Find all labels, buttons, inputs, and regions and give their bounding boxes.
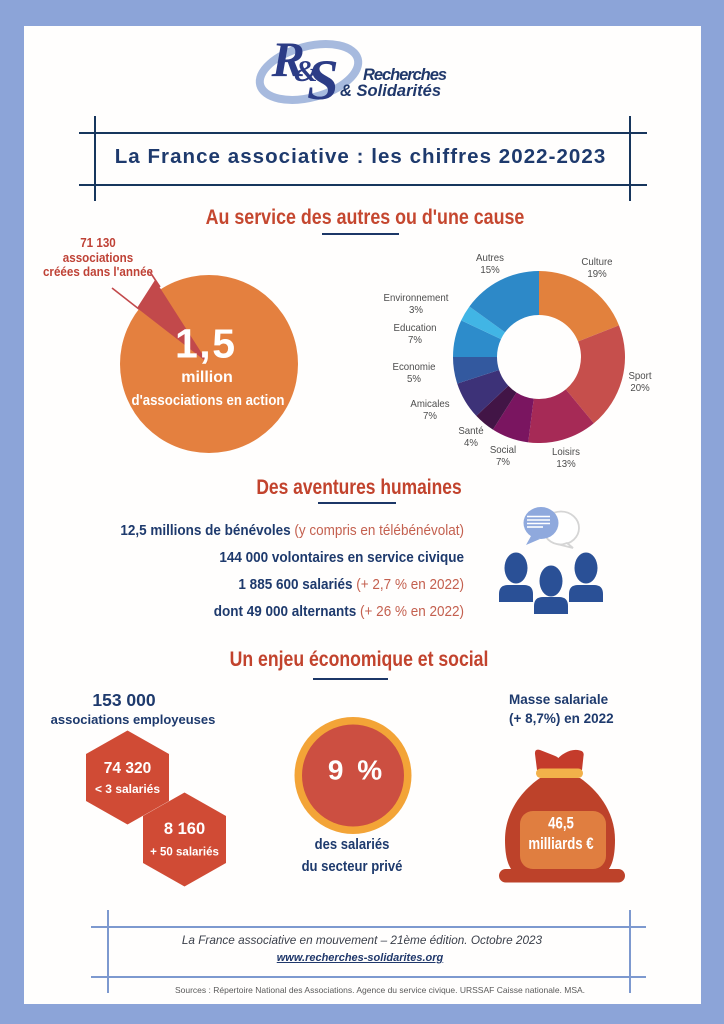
svg-text:d'associations en action: d'associations en action bbox=[132, 392, 285, 409]
svg-text:Recherches: Recherches bbox=[363, 66, 447, 84]
svg-text:9 %: 9 % bbox=[328, 755, 385, 786]
svg-text:1,5: 1,5 bbox=[175, 320, 237, 366]
svg-text:R: R bbox=[271, 31, 305, 87]
svg-text:milliards €: milliards € bbox=[528, 835, 594, 854]
svg-text:S: S bbox=[307, 49, 339, 110]
svg-text:< 3 salariés: < 3 salariés bbox=[95, 782, 160, 796]
svg-text:46,5: 46,5 bbox=[548, 814, 574, 833]
svg-text:& Solidarités: & Solidarités bbox=[340, 82, 441, 100]
svg-text:million: million bbox=[181, 369, 233, 386]
svg-text:&: & bbox=[294, 53, 318, 88]
svg-text:74 320: 74 320 bbox=[104, 760, 151, 777]
svg-text:8 160: 8 160 bbox=[164, 820, 205, 838]
svg-text:+ 50 salariés: + 50 salariés bbox=[150, 847, 219, 859]
